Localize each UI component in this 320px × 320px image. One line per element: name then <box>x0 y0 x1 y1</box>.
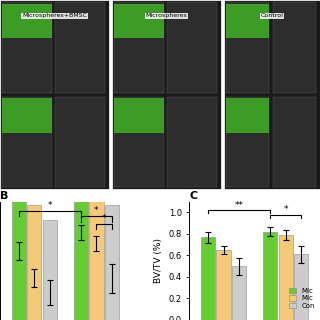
Bar <box>2 4 52 38</box>
Bar <box>201 237 215 320</box>
Text: **: ** <box>235 201 244 210</box>
Text: Microspheres+BMSC: Microspheres+BMSC <box>22 13 87 18</box>
Bar <box>112 0 221 189</box>
Bar <box>2 98 52 133</box>
Bar <box>114 4 164 38</box>
Bar <box>232 266 246 320</box>
Bar <box>74 160 88 320</box>
Text: C: C <box>189 191 197 201</box>
Bar <box>55 97 105 188</box>
Bar <box>114 98 164 133</box>
Bar <box>114 2 164 93</box>
Text: B: B <box>0 191 8 201</box>
Bar <box>279 235 293 320</box>
Text: *: * <box>94 206 99 215</box>
Legend: Mic, Mic, Con: Mic, Mic, Con <box>288 286 316 310</box>
Bar <box>89 171 104 320</box>
Text: *: * <box>47 201 52 210</box>
Bar <box>226 98 269 133</box>
Bar <box>12 178 26 320</box>
Bar <box>105 205 119 320</box>
Bar <box>2 2 52 93</box>
Text: Control: Control <box>260 13 284 18</box>
Bar <box>294 254 308 320</box>
Bar <box>226 97 269 188</box>
Bar <box>273 97 316 188</box>
Bar <box>167 97 217 188</box>
Bar <box>43 220 57 320</box>
Bar <box>263 232 277 320</box>
Bar <box>114 97 164 188</box>
Bar <box>0 0 109 189</box>
Bar <box>226 2 269 93</box>
Bar <box>226 4 269 38</box>
Bar <box>55 2 105 93</box>
Bar <box>224 0 320 189</box>
Bar <box>216 250 231 320</box>
Bar <box>27 205 41 320</box>
Text: Microspheres: Microspheres <box>146 13 187 18</box>
Bar <box>167 2 217 93</box>
Bar <box>2 97 52 188</box>
Y-axis label: BV/TV (%): BV/TV (%) <box>154 238 163 283</box>
Bar <box>273 2 316 93</box>
Text: *: * <box>284 205 288 214</box>
Text: *: * <box>102 213 107 223</box>
